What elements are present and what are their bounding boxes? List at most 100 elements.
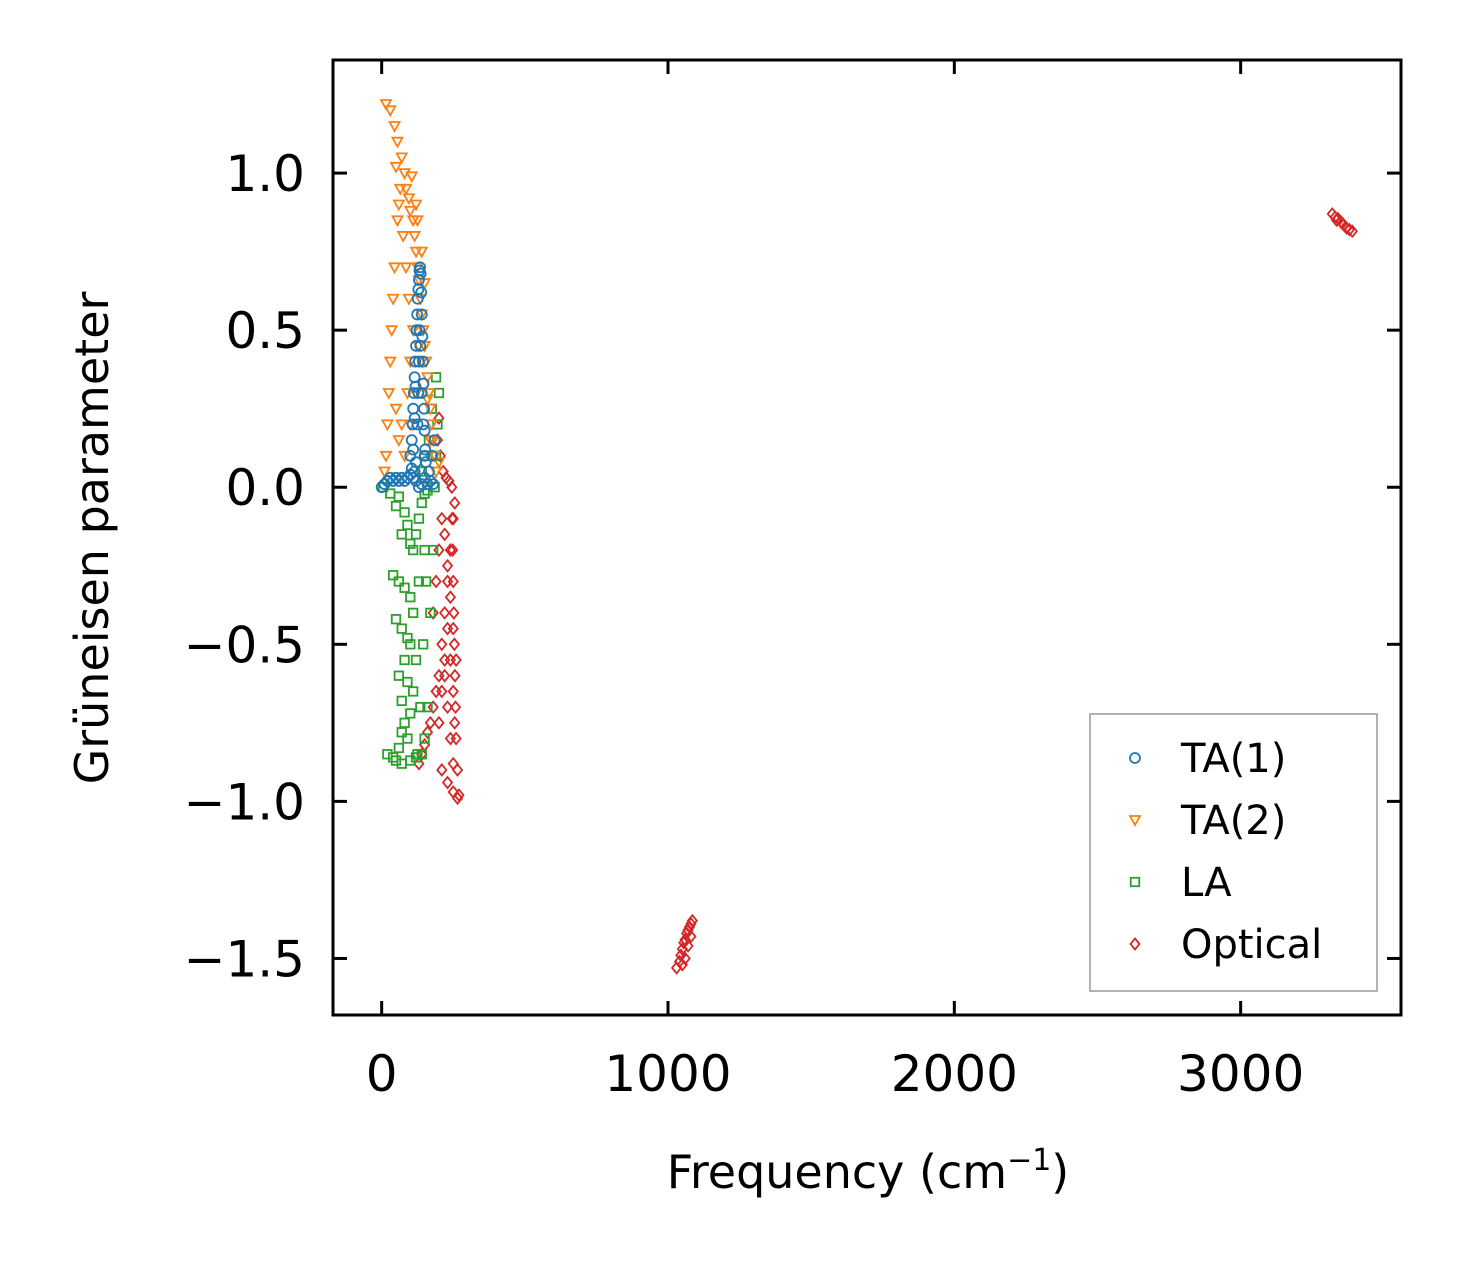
data-point [385, 325, 399, 338]
y-tick-label: 0.0 [225, 459, 305, 517]
data-point [419, 443, 432, 456]
data-point [408, 412, 421, 425]
data-point [421, 478, 434, 490]
data-point [422, 701, 433, 713]
data-point [392, 435, 406, 447]
data-point [389, 161, 403, 174]
data-point [408, 607, 419, 619]
data-point [390, 215, 404, 228]
legend-items: TA(1) TA(2) LA Optical [1128, 736, 1322, 968]
data-point [423, 403, 437, 416]
data-point [450, 653, 462, 667]
data-point [418, 449, 431, 462]
y-tick-label: −0.5 [184, 616, 305, 674]
x-tick-label: 2000 [891, 1045, 1018, 1103]
data-point [407, 402, 420, 415]
data-point [450, 731, 462, 746]
data-point [402, 676, 413, 688]
legend-marker [1128, 815, 1142, 827]
data-point [402, 632, 413, 644]
data-point [378, 466, 392, 479]
data-point [1330, 213, 1343, 228]
data-point [415, 308, 428, 321]
data-point [415, 246, 429, 259]
data-point [447, 543, 459, 557]
y-ticks: −1.5 −1.0 −0.5 0.0 0.5 1.0 [184, 145, 1401, 988]
data-point [410, 529, 422, 540]
data-point [436, 763, 448, 777]
data-point [433, 668, 445, 683]
data-point [444, 590, 457, 605]
data-point [413, 513, 425, 524]
y-tick-label: 1.0 [225, 145, 305, 203]
data-point [393, 670, 405, 681]
data-point [399, 654, 410, 666]
series-optical [413, 207, 1358, 975]
data-point [402, 193, 416, 206]
data-point [417, 418, 430, 431]
data-point [393, 576, 405, 587]
y-tick-label: 0.5 [225, 302, 305, 360]
data-point [444, 731, 457, 746]
data-point [1336, 216, 1348, 231]
data-point [383, 105, 397, 118]
data-point [419, 733, 430, 744]
data-point [415, 309, 429, 322]
data-point [432, 457, 446, 469]
legend-marker [1129, 937, 1141, 951]
data-point [430, 574, 442, 589]
data-point [399, 507, 410, 518]
data-point [396, 758, 407, 769]
data-point [433, 543, 445, 557]
data-point [443, 474, 455, 488]
data-point [409, 199, 423, 212]
legend-label: TA(1) [1180, 736, 1286, 782]
data-point [441, 775, 454, 790]
data-point [433, 411, 445, 426]
data-point [433, 387, 445, 399]
x-tick-label: 1000 [604, 1045, 731, 1103]
data-point [403, 205, 417, 218]
data-point [410, 752, 422, 763]
legend-entry: LA [1129, 860, 1232, 906]
data-point [412, 355, 425, 368]
data-point [409, 355, 422, 368]
legend-entry: Optical [1129, 922, 1322, 968]
x-tick-label: 0 [366, 1045, 398, 1103]
data-point [398, 450, 412, 463]
data-point [408, 686, 419, 697]
data-point [379, 450, 393, 463]
data-point [407, 443, 420, 456]
legend-label: Optical [1181, 922, 1322, 968]
data-point [382, 749, 393, 760]
data-point [441, 574, 454, 589]
data-point [418, 402, 430, 415]
x-axis-label: Frequency (cm−1) [667, 1143, 1070, 1199]
series-la [377, 372, 445, 769]
data-point [424, 715, 437, 730]
x-ticks: 0 1000 2000 3000 [366, 60, 1304, 1103]
legend-label: TA(2) [1180, 798, 1286, 844]
data-point [416, 466, 427, 477]
data-point [409, 380, 422, 393]
data-point [402, 293, 416, 306]
data-point [405, 462, 418, 475]
data-point [425, 607, 436, 619]
data-point [405, 755, 416, 766]
data-point [447, 684, 459, 699]
data-point [439, 668, 451, 683]
data-point [444, 653, 457, 667]
data-point [448, 605, 460, 620]
data-point [408, 465, 421, 478]
data-point [389, 403, 403, 416]
data-point [447, 621, 459, 636]
data-point [393, 183, 407, 196]
data-point [417, 355, 429, 368]
data-point [412, 749, 423, 760]
data-point [439, 527, 451, 542]
data-point [425, 449, 438, 462]
data-point [1346, 224, 1358, 239]
data-point [414, 339, 427, 352]
data-point [420, 394, 435, 407]
